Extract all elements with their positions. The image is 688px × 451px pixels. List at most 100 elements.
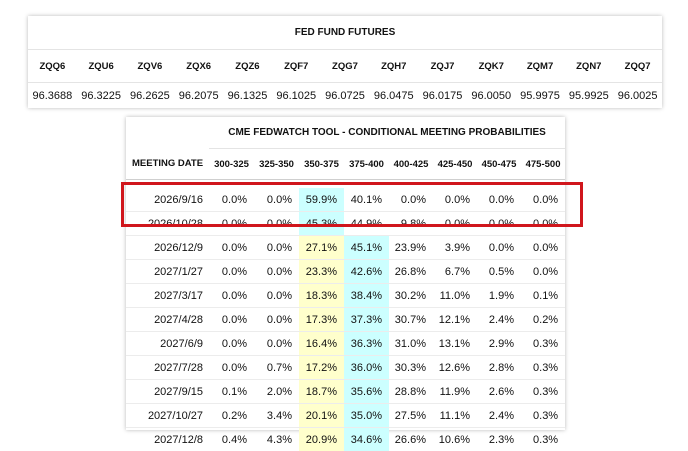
contract-code: ZQN7 [564, 50, 613, 83]
probability-cell: 35.6% [344, 380, 389, 404]
probability-cell: 0.4% [209, 428, 254, 451]
meeting-date: 2027/10/27 [126, 404, 209, 428]
probability-cell: 36.3% [344, 332, 389, 356]
probability-cell: 0.0% [254, 308, 299, 332]
probability-cell: 0.0% [477, 236, 521, 260]
contract-code: ZQK7 [467, 50, 516, 83]
probability-cell: 0.3% [521, 404, 565, 428]
rate-range-header: 400-425 [389, 149, 433, 180]
probability-cell: 2.6% [477, 380, 521, 404]
probability-cell: 1.9% [477, 284, 521, 308]
probability-cell: 0.0% [521, 236, 565, 260]
probability-cell: 0.7% [254, 356, 299, 380]
probability-cell: 23.9% [389, 236, 433, 260]
contract-code: ZQV6 [126, 50, 175, 83]
contract-price: 96.0475 [369, 83, 418, 110]
probability-cell: 2.3% [477, 428, 521, 451]
probability-cell: 59.9% [299, 188, 344, 212]
probability-cell: 20.1% [299, 404, 344, 428]
probability-cell: 28.8% [389, 380, 433, 404]
probability-cell: 12.6% [433, 356, 477, 380]
probability-cell: 17.2% [299, 356, 344, 380]
probability-cell: 0.0% [477, 212, 521, 236]
meeting-date: 2027/1/27 [126, 260, 209, 284]
probability-cell: 0.0% [389, 188, 433, 212]
probability-cell: 11.9% [433, 380, 477, 404]
fedwatch-title-corner [126, 117, 209, 149]
meeting-date: 2026/9/16 [126, 188, 209, 212]
probability-cell: 26.8% [389, 260, 433, 284]
spacer-cell [126, 180, 565, 189]
contract-code: ZQH7 [369, 50, 418, 83]
probability-cell: 3.4% [254, 404, 299, 428]
meeting-date: 2027/12/8 [126, 428, 209, 451]
probability-cell: 30.7% [389, 308, 433, 332]
contract-code: ZQJ7 [418, 50, 467, 83]
probability-cell: 45.1% [344, 236, 389, 260]
probability-cell: 0.0% [433, 212, 477, 236]
meeting-date: 2027/9/15 [126, 380, 209, 404]
probability-cell: 2.0% [254, 380, 299, 404]
meeting-date: 2027/6/9 [126, 332, 209, 356]
fedwatch-title: CME FEDWATCH TOOL - CONDITIONAL MEETING … [209, 117, 565, 149]
probability-cell: 0.2% [521, 308, 565, 332]
probability-cell: 0.0% [209, 260, 254, 284]
contract-price: 96.3688 [28, 83, 77, 110]
meeting-date: 2026/10/28 [126, 212, 209, 236]
probability-cell: 27.5% [389, 404, 433, 428]
futures-title: FED FUND FUTURES [28, 16, 662, 50]
rate-range-header: 450-475 [477, 149, 521, 180]
probability-cell: 0.0% [521, 188, 565, 212]
probability-cell: 0.0% [209, 356, 254, 380]
probability-cell: 0.3% [521, 380, 565, 404]
probability-cell: 0.0% [477, 188, 521, 212]
probability-cell: 18.7% [299, 380, 344, 404]
probability-cell: 18.3% [299, 284, 344, 308]
contract-code: ZQX6 [174, 50, 223, 83]
probability-cell: 35.0% [344, 404, 389, 428]
probability-cell: 0.0% [433, 188, 477, 212]
probability-cell: 36.0% [344, 356, 389, 380]
meeting-date: 2027/3/17 [126, 284, 209, 308]
probability-cell: 0.1% [209, 380, 254, 404]
probability-cell: 30.2% [389, 284, 433, 308]
contract-code: ZQU6 [77, 50, 126, 83]
probability-cell: 0.0% [209, 308, 254, 332]
probability-cell: 0.0% [209, 212, 254, 236]
contract-code: ZQF7 [272, 50, 321, 83]
probability-cell: 16.4% [299, 332, 344, 356]
contract-code: ZQM7 [516, 50, 565, 83]
contract-price: 96.0025 [613, 83, 662, 110]
probability-cell: 9.8% [389, 212, 433, 236]
probability-cell: 0.2% [209, 404, 254, 428]
contract-price: 96.0050 [467, 83, 516, 110]
contract-price: 96.3225 [77, 83, 126, 110]
probability-cell: 0.0% [254, 260, 299, 284]
probability-cell: 27.1% [299, 236, 344, 260]
probability-cell: 0.1% [521, 284, 565, 308]
probability-cell: 0.0% [254, 284, 299, 308]
rate-range-header: 425-450 [433, 149, 477, 180]
rate-range-header: 325-350 [254, 149, 299, 180]
contract-price: 95.9925 [564, 83, 613, 110]
probability-cell: 6.7% [433, 260, 477, 284]
contract-price: 96.0175 [418, 83, 467, 110]
probability-cell: 0.3% [521, 428, 565, 451]
probability-cell: 0.3% [521, 332, 565, 356]
probability-cell: 20.9% [299, 428, 344, 451]
probability-cell: 44.9% [344, 212, 389, 236]
probability-cell: 2.9% [477, 332, 521, 356]
meeting-date: 2027/4/28 [126, 308, 209, 332]
probability-cell: 2.4% [477, 308, 521, 332]
contract-code: ZQQ6 [28, 50, 77, 83]
probability-cell: 0.0% [209, 332, 254, 356]
meeting-date: 2027/7/28 [126, 356, 209, 380]
